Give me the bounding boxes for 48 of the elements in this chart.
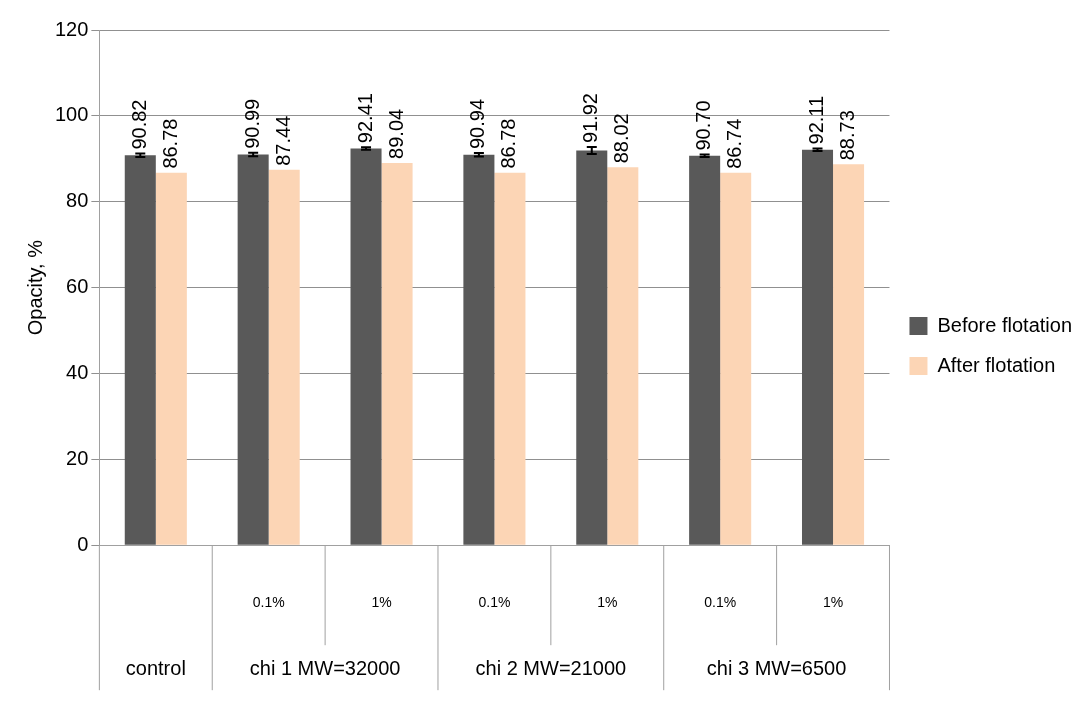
data-label: 90.82 bbox=[127, 99, 150, 150]
x-tick-label: 0.1% bbox=[478, 594, 511, 611]
legend-label: Before flotation bbox=[937, 313, 1072, 336]
data-label: 90.70 bbox=[692, 100, 715, 151]
data-label: 90.94 bbox=[466, 98, 489, 150]
data-label: 86.78 bbox=[497, 118, 520, 169]
y-tick-label: 80 bbox=[66, 189, 89, 212]
data-label: 90.99 bbox=[240, 98, 263, 149]
bar bbox=[124, 155, 156, 545]
data-label: 87.44 bbox=[271, 115, 294, 166]
x-tick-label: 1% bbox=[822, 594, 844, 611]
bar bbox=[833, 164, 865, 545]
text: control bbox=[125, 656, 186, 679]
y-tick-label: 40 bbox=[66, 360, 89, 383]
text: chi 2 MW=21000 bbox=[475, 656, 627, 679]
data-label: 92.41 bbox=[353, 93, 376, 144]
legend-label: After flotation bbox=[937, 353, 1056, 376]
x-tick-label: 1% bbox=[597, 594, 618, 611]
y-tick-label: 100 bbox=[54, 103, 89, 126]
y-tick-label: 60 bbox=[66, 275, 89, 298]
x-tick-label: 0.1% bbox=[704, 594, 737, 611]
bar bbox=[576, 150, 608, 545]
bar bbox=[607, 167, 639, 545]
bar bbox=[494, 172, 526, 545]
x-tick-label: 0.1% bbox=[252, 594, 285, 611]
data-label: 86.78 bbox=[158, 118, 181, 169]
x-tick-label: 1% bbox=[371, 594, 392, 611]
y-tick-label: 120 bbox=[54, 17, 89, 40]
bar bbox=[155, 172, 187, 545]
y-axis-title: Opacity, % bbox=[23, 239, 46, 336]
bar bbox=[381, 162, 413, 545]
data-label: 91.92 bbox=[579, 93, 602, 144]
data-label: 86.74 bbox=[723, 118, 746, 169]
y-tick-label: 20 bbox=[66, 446, 89, 469]
y-tick-label: 0 bbox=[77, 532, 89, 555]
data-label: 92.11 bbox=[805, 95, 828, 145]
bar bbox=[237, 154, 269, 545]
bar bbox=[350, 148, 382, 545]
text: chi 1 MW=32000 bbox=[249, 656, 401, 679]
bar bbox=[268, 169, 300, 545]
bar bbox=[720, 172, 752, 545]
data-label: 88.73 bbox=[836, 110, 859, 161]
data-label: 88.02 bbox=[610, 113, 633, 164]
bar bbox=[689, 155, 721, 545]
bar bbox=[463, 154, 495, 545]
text: chi 3 MW=6500 bbox=[706, 656, 847, 679]
data-label: 89.04 bbox=[384, 108, 407, 159]
bar bbox=[801, 149, 834, 545]
